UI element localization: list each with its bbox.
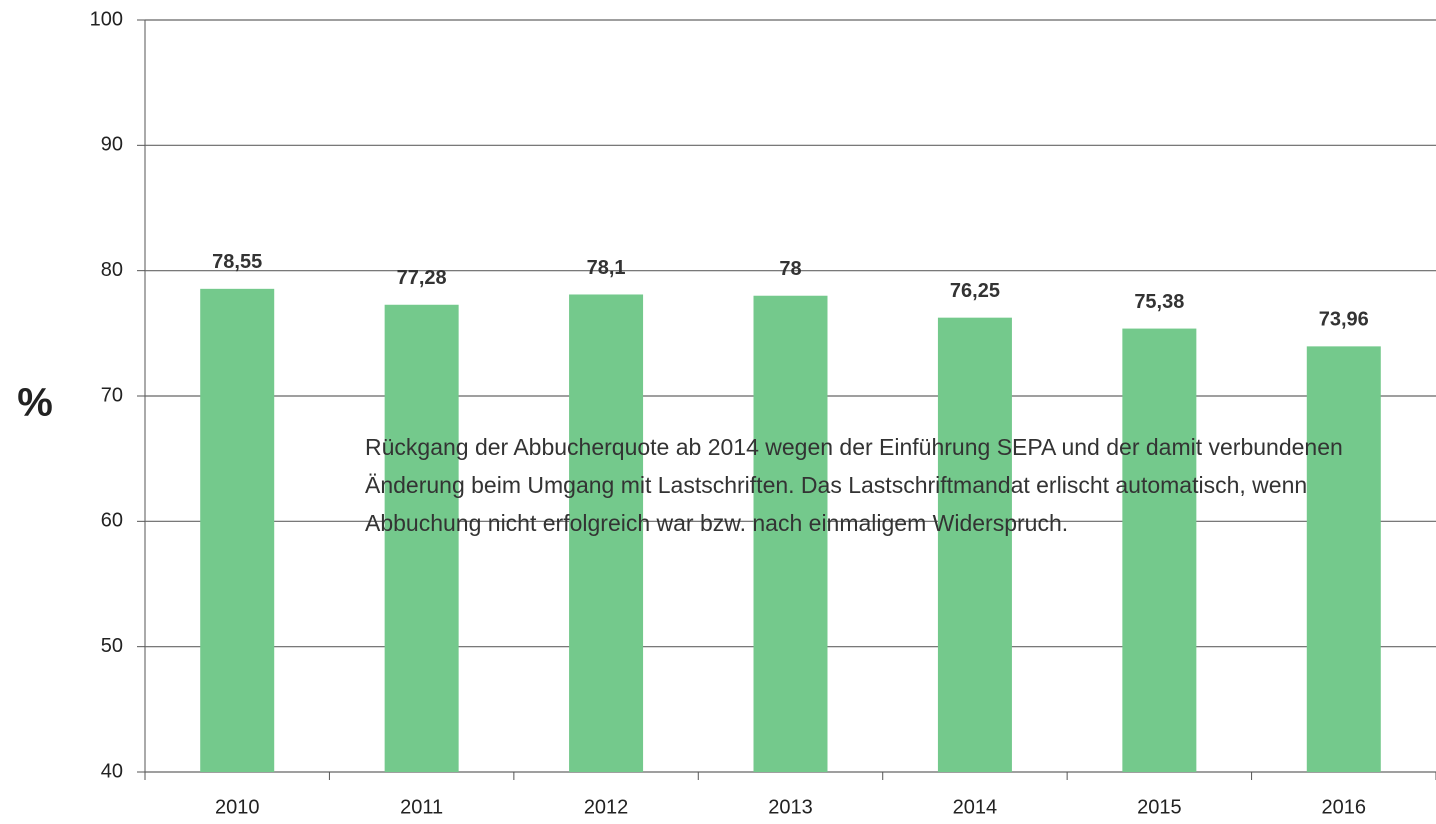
bar	[937, 317, 1012, 772]
x-tick-label: 2016	[1322, 796, 1367, 818]
x-tick-label: 2013	[768, 796, 813, 818]
value-label: 78,55	[212, 251, 262, 273]
x-tick-label: 2011	[400, 796, 443, 818]
bar	[1122, 328, 1197, 772]
annotation: Rückgang der Abbucherquote ab 2014 wegen…	[365, 434, 1343, 536]
bar	[1306, 346, 1381, 772]
x-tick-label: 2012	[584, 796, 629, 818]
x-tick-label: 2010	[215, 796, 260, 818]
y-tick-label: 50	[101, 635, 123, 657]
bar	[753, 295, 828, 772]
y-tick-label: 80	[101, 259, 123, 281]
y-tick-label: 100	[90, 8, 123, 30]
bar	[200, 288, 275, 772]
x-tick-label: 2015	[1137, 796, 1182, 818]
value-label: 76,25	[950, 280, 1000, 302]
bar	[384, 304, 459, 772]
value-label: 78	[779, 258, 801, 280]
value-label: 75,38	[1134, 291, 1184, 313]
x-tick-label: 2014	[953, 796, 998, 818]
value-label: 73,96	[1319, 309, 1369, 331]
y-tick-label: 40	[101, 760, 123, 782]
y-tick-label: 70	[101, 384, 123, 406]
y-tick-label: 60	[101, 510, 123, 532]
value-label: 78,1	[587, 257, 626, 279]
bar	[569, 294, 644, 772]
y-axis-label: %	[17, 381, 53, 425]
value-label: 77,28	[397, 267, 447, 289]
y-tick-label: 90	[101, 134, 123, 156]
